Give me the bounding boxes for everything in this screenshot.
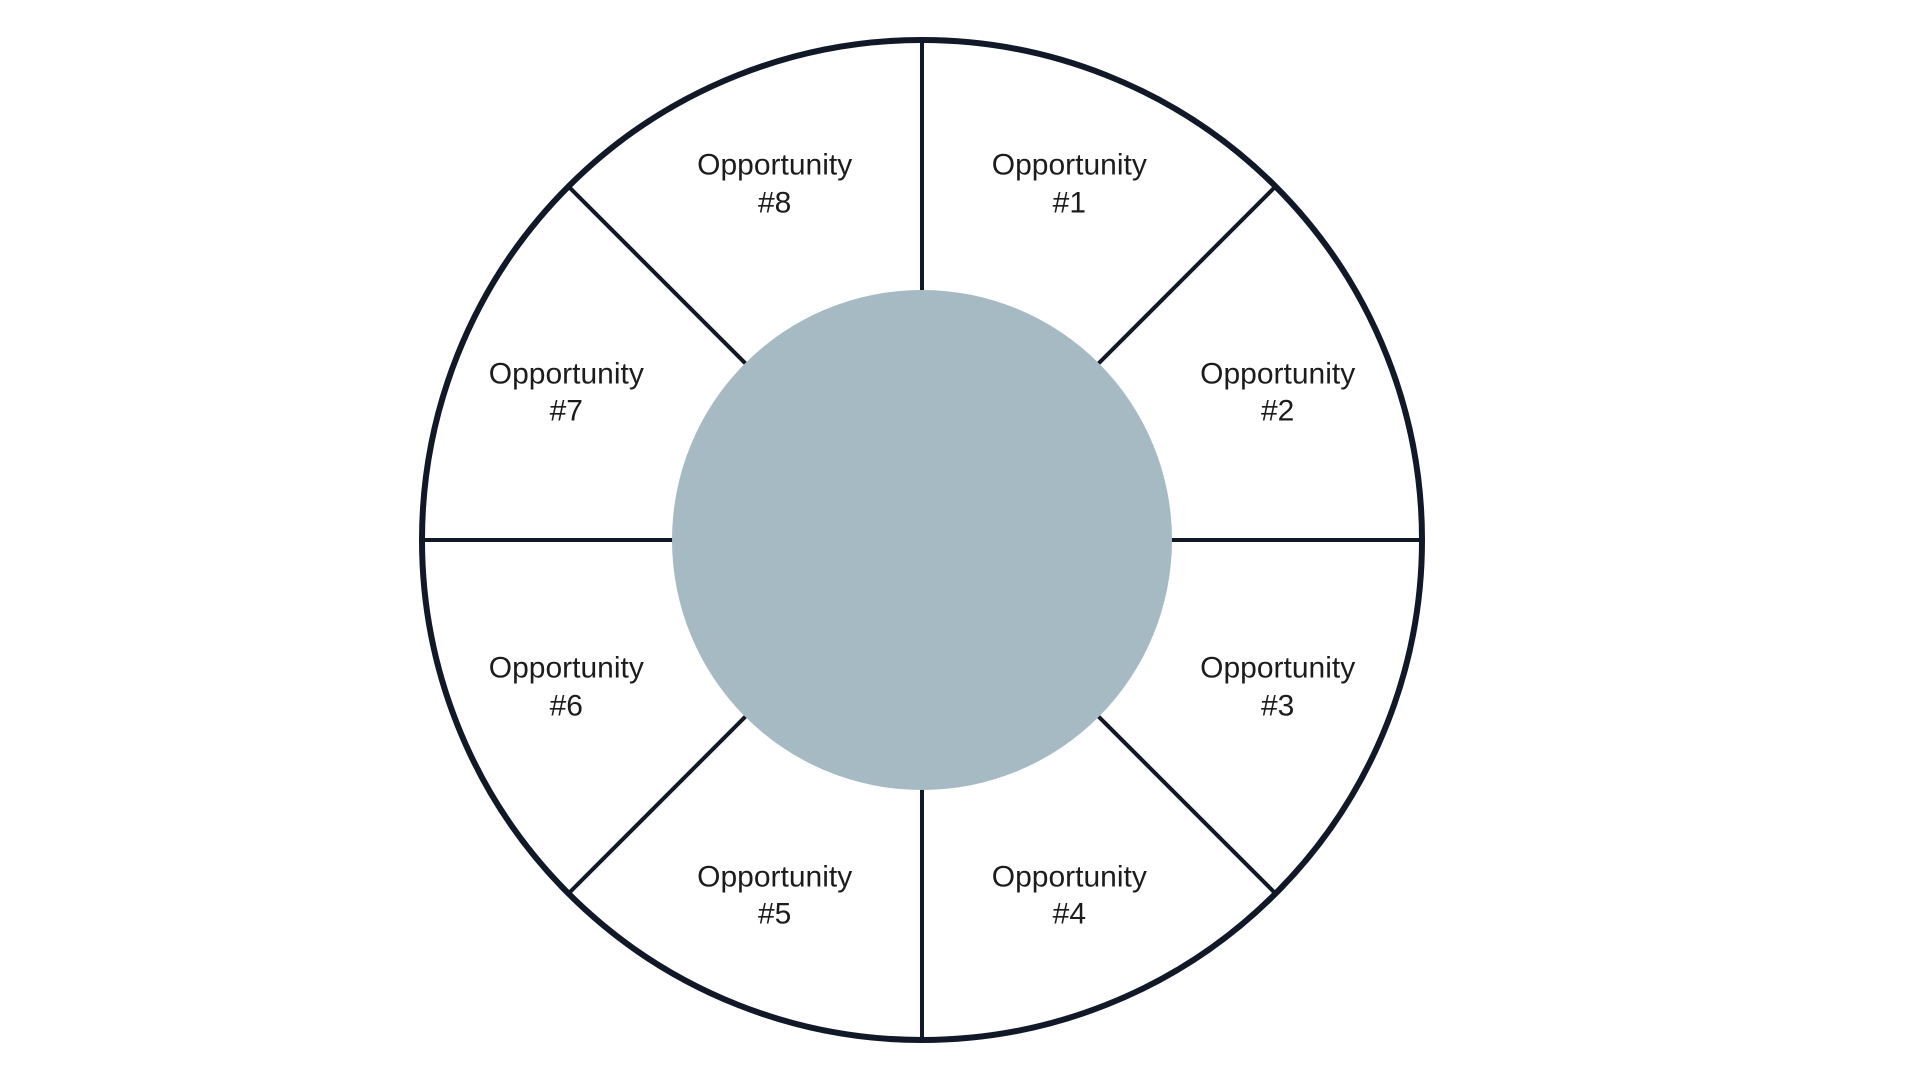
- segment-label: Opportunity #7: [489, 355, 644, 430]
- segment-label-line1: Opportunity: [992, 149, 1147, 182]
- segment-label-line2: #8: [758, 186, 791, 219]
- segment-label-line2: #3: [1261, 689, 1294, 722]
- segment-label-line2: #4: [1053, 898, 1086, 931]
- segment-label: Opportunity #2: [1200, 355, 1355, 430]
- segment-label: Opportunity #6: [489, 650, 644, 725]
- segment-label: Opportunity #1: [992, 147, 1147, 222]
- segment-label-line1: Opportunity: [697, 149, 852, 182]
- diagram-stage: Opportunity #1Opportunity #2Opportunity …: [0, 0, 1920, 1080]
- segment-label-line2: #1: [1053, 186, 1086, 219]
- segment-label-line2: #2: [1261, 395, 1294, 428]
- segment-label-line2: #7: [550, 395, 583, 428]
- segment-label-line1: Opportunity: [1200, 652, 1355, 685]
- segment-label-line1: Opportunity: [489, 652, 644, 685]
- segment-label: Opportunity #5: [697, 858, 852, 933]
- segment-label-line1: Opportunity: [1200, 357, 1355, 390]
- segment-label-line1: Opportunity: [992, 860, 1147, 893]
- segment-label: Opportunity #8: [697, 147, 852, 222]
- wheel-labels-layer: Opportunity #1Opportunity #2Opportunity …: [0, 0, 1920, 1080]
- segment-label: Opportunity #4: [992, 858, 1147, 933]
- segment-label-line1: Opportunity: [489, 357, 644, 390]
- segment-label-line2: #6: [550, 689, 583, 722]
- segment-label-line2: #5: [758, 898, 791, 931]
- segment-label: Opportunity #3: [1200, 650, 1355, 725]
- segment-label-line1: Opportunity: [697, 860, 852, 893]
